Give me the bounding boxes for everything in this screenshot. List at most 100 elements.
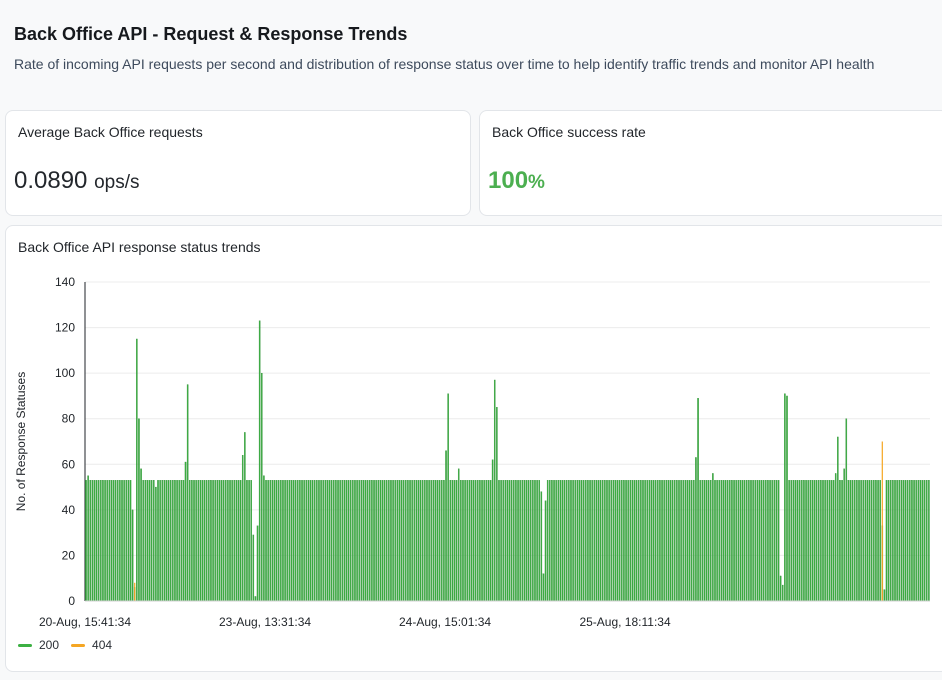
bar-200 xyxy=(794,480,797,602)
bar-200 xyxy=(375,480,377,602)
bar-200 xyxy=(612,480,615,602)
bar-200 xyxy=(208,480,210,602)
bar-200 xyxy=(807,480,809,602)
bar-200 xyxy=(733,480,735,602)
bar-200 xyxy=(413,480,416,602)
x-tick-label: 25-Aug, 18:11:34 xyxy=(579,615,671,629)
bar-200 xyxy=(741,480,744,602)
bar-200 xyxy=(466,480,468,602)
legend-item-200[interactable]: 200 xyxy=(18,638,59,652)
bar-200 xyxy=(788,480,790,602)
bar-200 xyxy=(254,596,257,602)
bar-200 xyxy=(407,480,409,602)
bar-200 xyxy=(657,480,659,602)
bar-200 xyxy=(921,480,924,602)
bar-200 xyxy=(832,480,835,602)
bar-200 xyxy=(506,480,509,602)
bar-200 xyxy=(665,480,668,602)
bar-200 xyxy=(644,480,646,602)
bar-200 xyxy=(608,480,610,602)
bar-200 xyxy=(229,480,231,602)
bar-200 xyxy=(926,480,928,602)
bar-200 xyxy=(676,480,678,602)
bar-200 xyxy=(868,480,871,602)
bar-200 xyxy=(671,480,674,602)
bar-200 xyxy=(544,500,547,602)
bar-200 xyxy=(762,480,765,602)
bar-200 xyxy=(578,480,581,602)
bar-200 xyxy=(498,480,500,602)
bar-200 xyxy=(739,480,742,602)
bar-200 xyxy=(614,480,617,602)
bar-200 xyxy=(419,480,422,602)
bar-200 xyxy=(841,480,843,602)
bar-200 xyxy=(722,480,725,602)
bar-200 xyxy=(394,480,396,602)
bar-200 xyxy=(805,480,807,602)
bar-200 xyxy=(282,480,284,602)
bar-200 xyxy=(877,480,879,602)
bar-200 xyxy=(112,480,115,602)
bar-200 xyxy=(625,480,627,602)
bar-200 xyxy=(606,480,608,602)
bar-200 xyxy=(421,480,424,602)
bar-200 xyxy=(294,480,297,602)
bar-200 xyxy=(803,480,805,602)
bar-200 xyxy=(362,480,365,602)
page-subtitle: Rate of incoming API requests per second… xyxy=(14,56,875,72)
bar-200 xyxy=(93,480,96,602)
bar-200 xyxy=(900,480,903,602)
legend-swatch-404 xyxy=(71,643,86,647)
bar-200 xyxy=(197,480,200,602)
bar-200 xyxy=(796,480,799,602)
bar-200 xyxy=(280,480,282,602)
bar-200 xyxy=(237,480,240,602)
bar-200 xyxy=(383,480,386,602)
bar-200 xyxy=(489,480,492,602)
bar-200 xyxy=(684,480,687,602)
bar-200 xyxy=(580,480,583,602)
bar-200 xyxy=(364,480,367,602)
bar-200 xyxy=(443,480,445,602)
bar-200 xyxy=(680,480,682,602)
bar-200 xyxy=(345,480,348,602)
bar-200 xyxy=(396,480,399,602)
legend-item-404[interactable]: 404 xyxy=(71,638,112,652)
bar-200 xyxy=(305,480,308,602)
bar-200 xyxy=(551,480,553,602)
y-tick-label: 0 xyxy=(68,594,75,608)
bar-200 xyxy=(457,468,460,602)
bar-200 xyxy=(652,480,655,602)
bar-200 xyxy=(771,480,773,602)
bar-200 xyxy=(519,480,521,602)
bar-200 xyxy=(371,480,373,602)
bar-200 xyxy=(513,480,515,602)
bar-200 xyxy=(269,480,272,602)
bar-200 xyxy=(904,480,907,602)
bar-200 xyxy=(265,480,267,602)
bar-200 xyxy=(798,480,801,602)
bar-200 xyxy=(244,432,246,602)
bar-200 xyxy=(405,480,407,602)
bar-200 xyxy=(754,480,756,602)
bar-200 xyxy=(150,480,153,602)
bar-200 xyxy=(87,475,89,602)
bar-200 xyxy=(347,480,350,602)
bar-200 xyxy=(487,480,490,602)
bar-200 xyxy=(352,480,354,602)
bar-200 xyxy=(820,480,822,602)
bar-200 xyxy=(415,480,418,602)
bar-200 xyxy=(409,480,411,602)
bar-200 xyxy=(637,480,640,602)
bar-200 xyxy=(447,393,449,602)
bar-200 xyxy=(631,480,634,602)
bar-200 xyxy=(246,480,248,602)
bar-200 xyxy=(144,480,147,602)
bar-200 xyxy=(538,480,540,602)
bar-200 xyxy=(392,480,394,602)
bar-200 xyxy=(654,480,657,602)
bar-200 xyxy=(642,480,644,602)
bar-200 xyxy=(470,480,473,602)
bar-200 xyxy=(324,480,327,602)
bar-200 xyxy=(320,480,322,602)
